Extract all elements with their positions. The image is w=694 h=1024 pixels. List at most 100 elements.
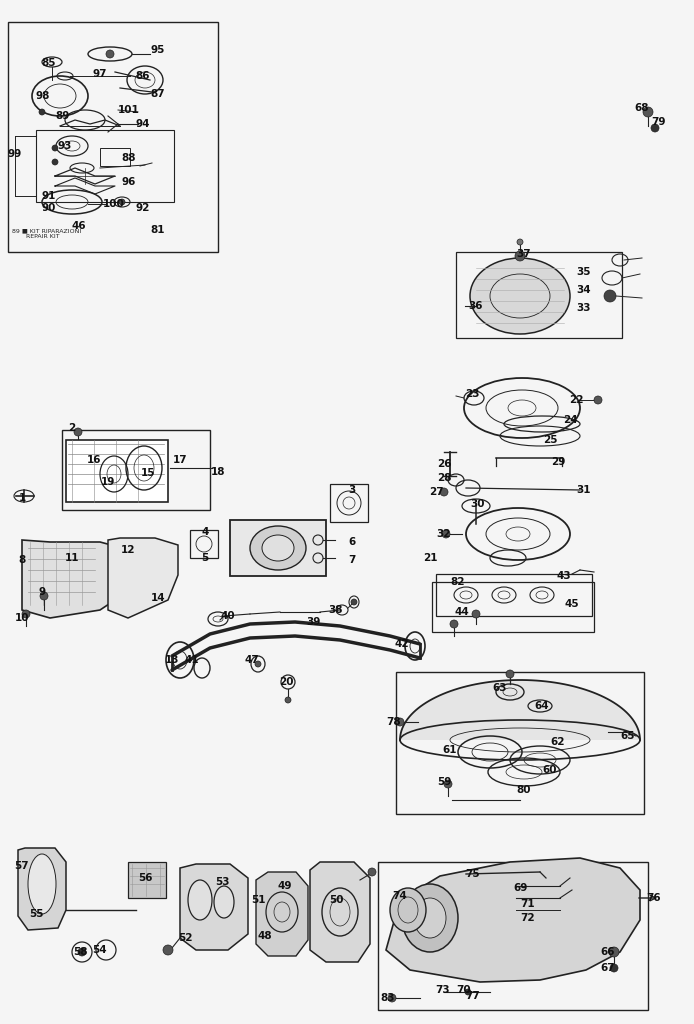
Text: 60: 60 xyxy=(543,765,557,775)
Text: 6: 6 xyxy=(348,537,355,547)
Bar xyxy=(436,574,592,616)
Text: 92: 92 xyxy=(136,203,150,213)
Text: 101: 101 xyxy=(118,105,140,115)
Text: 78: 78 xyxy=(387,717,401,727)
Ellipse shape xyxy=(414,898,446,938)
Text: 26: 26 xyxy=(437,459,451,469)
Text: 19: 19 xyxy=(101,477,115,487)
Text: 54: 54 xyxy=(93,945,108,955)
Text: 23: 23 xyxy=(465,389,480,399)
Text: 82: 82 xyxy=(450,577,465,587)
Ellipse shape xyxy=(52,145,58,151)
Ellipse shape xyxy=(609,947,619,957)
Text: 37: 37 xyxy=(517,249,532,259)
Ellipse shape xyxy=(604,290,616,302)
Text: 74: 74 xyxy=(393,891,407,901)
Text: 4: 4 xyxy=(201,527,209,537)
Text: 61: 61 xyxy=(443,745,457,755)
Ellipse shape xyxy=(444,780,452,788)
Ellipse shape xyxy=(442,530,450,538)
Text: 88: 88 xyxy=(121,153,136,163)
Text: 68: 68 xyxy=(635,103,650,113)
Text: 66: 66 xyxy=(601,947,616,957)
Text: 1: 1 xyxy=(18,493,26,503)
Text: 100: 100 xyxy=(103,199,125,209)
Text: 28: 28 xyxy=(437,473,451,483)
Ellipse shape xyxy=(74,428,82,436)
Text: 14: 14 xyxy=(151,593,165,603)
Text: 43: 43 xyxy=(557,571,571,581)
Text: 50: 50 xyxy=(329,895,344,905)
Polygon shape xyxy=(386,858,640,982)
Ellipse shape xyxy=(22,610,30,618)
Bar xyxy=(230,520,326,575)
Text: 75: 75 xyxy=(466,869,480,879)
Text: 36: 36 xyxy=(468,301,483,311)
Text: 42: 42 xyxy=(395,639,409,649)
Text: 83: 83 xyxy=(381,993,396,1002)
Polygon shape xyxy=(18,848,66,930)
Text: 48: 48 xyxy=(257,931,272,941)
Text: 25: 25 xyxy=(543,435,557,445)
Text: 80: 80 xyxy=(517,785,531,795)
Text: 41: 41 xyxy=(185,655,199,665)
Text: 64: 64 xyxy=(534,701,550,711)
Bar xyxy=(36,130,174,202)
Text: 49: 49 xyxy=(278,881,292,891)
Text: 22: 22 xyxy=(569,395,583,406)
Ellipse shape xyxy=(262,535,294,561)
Bar xyxy=(128,862,166,898)
Bar xyxy=(396,672,644,814)
Text: 12: 12 xyxy=(121,545,135,555)
Text: 52: 52 xyxy=(178,933,192,943)
Text: 46: 46 xyxy=(71,221,86,231)
Text: 35: 35 xyxy=(577,267,591,278)
Text: 55: 55 xyxy=(28,909,43,919)
Text: 34: 34 xyxy=(577,285,591,295)
Text: 20: 20 xyxy=(279,677,294,687)
Text: 81: 81 xyxy=(151,225,165,234)
Text: 87: 87 xyxy=(151,89,165,99)
Text: 15: 15 xyxy=(141,468,155,478)
Ellipse shape xyxy=(515,251,525,261)
Text: 5: 5 xyxy=(201,553,209,563)
Ellipse shape xyxy=(250,526,306,570)
Text: 59: 59 xyxy=(437,777,451,787)
Ellipse shape xyxy=(440,488,448,496)
Text: 97: 97 xyxy=(93,69,108,79)
Text: 47: 47 xyxy=(244,655,260,665)
Text: 58: 58 xyxy=(73,947,87,957)
Ellipse shape xyxy=(610,964,618,972)
Text: 89: 89 xyxy=(56,111,70,121)
Text: 39: 39 xyxy=(307,617,321,627)
Ellipse shape xyxy=(214,886,234,918)
Text: 96: 96 xyxy=(122,177,136,187)
Text: 94: 94 xyxy=(136,119,150,129)
Polygon shape xyxy=(310,862,370,962)
Text: 69: 69 xyxy=(514,883,528,893)
Ellipse shape xyxy=(465,989,471,995)
Text: 99: 99 xyxy=(8,150,22,159)
Ellipse shape xyxy=(52,159,58,165)
Bar xyxy=(456,252,622,338)
Bar xyxy=(66,440,168,502)
Text: 65: 65 xyxy=(620,731,635,741)
Text: 31: 31 xyxy=(577,485,591,495)
Ellipse shape xyxy=(368,868,376,876)
Ellipse shape xyxy=(396,718,404,726)
Ellipse shape xyxy=(28,854,56,914)
Bar xyxy=(62,430,210,510)
Text: 9: 9 xyxy=(38,587,46,597)
Text: 24: 24 xyxy=(563,415,577,425)
Text: 77: 77 xyxy=(466,991,480,1001)
Polygon shape xyxy=(180,864,248,950)
Bar xyxy=(432,582,594,632)
Text: 85: 85 xyxy=(42,58,56,68)
Text: 2: 2 xyxy=(69,423,76,433)
Bar xyxy=(190,530,218,558)
Text: 72: 72 xyxy=(520,913,535,923)
Bar xyxy=(100,148,130,166)
Text: 33: 33 xyxy=(577,303,591,313)
Text: 71: 71 xyxy=(520,899,535,909)
Ellipse shape xyxy=(39,109,45,115)
